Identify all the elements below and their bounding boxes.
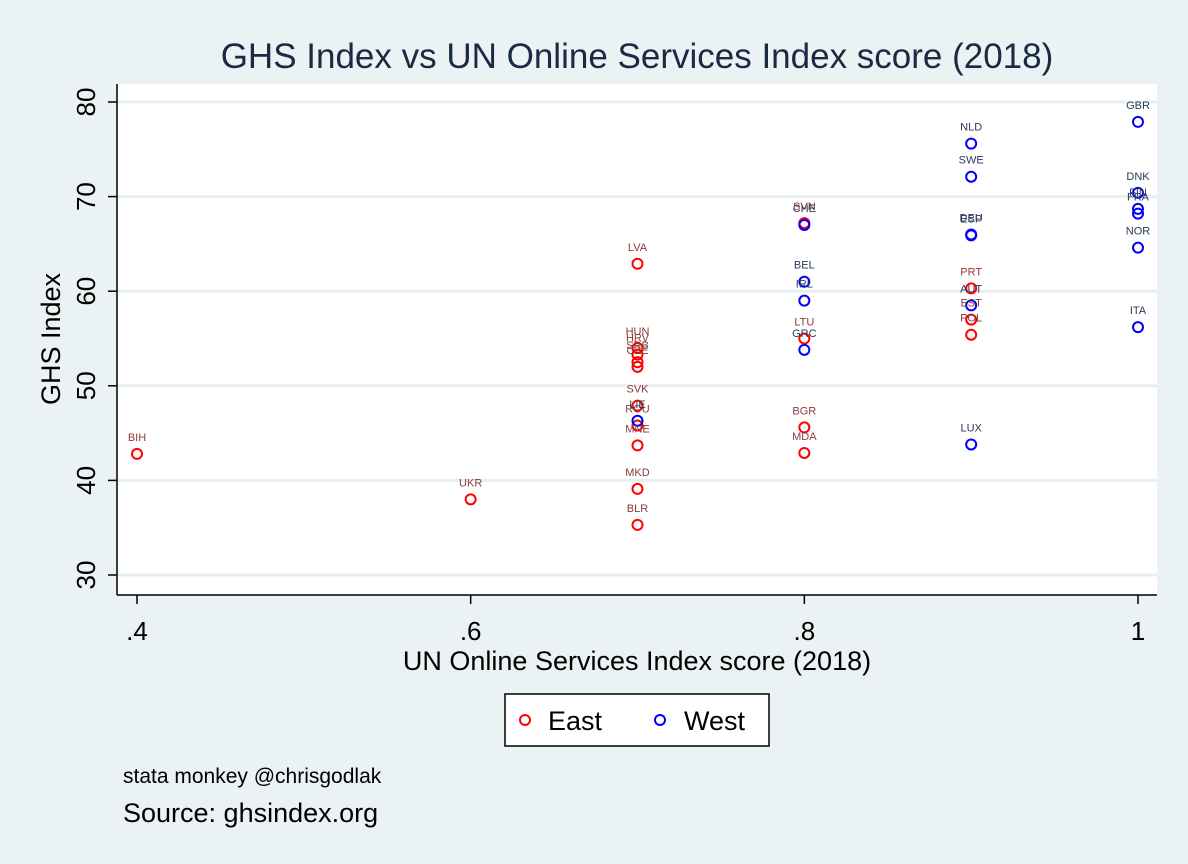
point-grc <box>798 343 811 356</box>
point-label-ukr: UKR <box>459 477 482 489</box>
legend: East West <box>504 693 770 747</box>
y-tick-label-80: 80 <box>71 88 101 117</box>
point-bel <box>798 275 811 288</box>
point-label-est: EST <box>960 298 982 310</box>
x-tick-label-1: .6 <box>460 616 482 646</box>
point-esp <box>965 229 978 242</box>
point-label-swe: SWE <box>959 155 984 167</box>
y-tick-label-50: 50 <box>71 371 101 400</box>
point-gbr <box>1132 115 1144 128</box>
point-label-blr: BLR <box>627 503 648 515</box>
point-label-bih: BIH <box>128 432 146 444</box>
point-label-mne: MNE <box>625 423 649 435</box>
y-tick-label-70: 70 <box>71 182 101 211</box>
point-bih <box>131 447 143 460</box>
point-nld <box>965 137 978 150</box>
point-fin <box>1132 202 1144 215</box>
point-nor <box>1132 241 1144 254</box>
legend-box <box>504 693 770 747</box>
x-tick-label-0: .4 <box>126 616 148 646</box>
point-label-hun: HUN <box>626 326 650 338</box>
point-label-fra: FRA <box>1127 192 1150 204</box>
point-hun <box>631 341 644 354</box>
y-tick-label-40: 40 <box>71 466 101 495</box>
legend-marker-west <box>654 714 666 726</box>
point-cze <box>631 360 644 373</box>
point-label-irl: IRL <box>796 279 813 291</box>
point-mne <box>631 439 644 452</box>
point-che <box>798 218 811 231</box>
point-hrv <box>631 348 644 361</box>
point-label-prt: PRT <box>960 266 982 278</box>
point-rou <box>631 419 644 432</box>
y-tick-label-30: 30 <box>71 561 101 590</box>
x-axis-ticks: .4 .6 .8 1 <box>126 595 1145 646</box>
point-est <box>965 313 978 326</box>
source-note: Source: ghsindex.org <box>123 798 378 828</box>
point-lva <box>631 257 644 270</box>
point-label-ltu: LTU <box>794 317 814 329</box>
point-label-lux: LUX <box>960 422 982 434</box>
point-aut <box>965 299 978 312</box>
data-points <box>131 115 1144 531</box>
point-lie <box>631 414 644 427</box>
point-label-che: CHE <box>793 203 816 215</box>
x-axis-title: UN Online Services Index score (2018) <box>403 646 871 676</box>
point-label-deu: DEU <box>960 212 983 224</box>
point-lux <box>965 438 978 451</box>
chart-title: GHS Index vs UN Online Services Index sc… <box>221 37 1054 76</box>
point-label-hrv: HRV <box>626 333 650 345</box>
point-mkd <box>631 482 644 495</box>
legend-marker-east <box>519 714 531 726</box>
point-label-grc: GRC <box>792 328 817 340</box>
point-label-mda: MDA <box>792 431 817 443</box>
point-ltu <box>798 332 811 345</box>
point-label-nld: NLD <box>960 122 982 134</box>
point-label-nor: NOR <box>1126 226 1151 238</box>
point-label-srb: SRB <box>626 340 649 352</box>
point-label-esp: ESP <box>960 213 982 225</box>
point-label-svn: SVN <box>793 201 816 213</box>
point-blr <box>631 518 644 531</box>
point-label-lva: LVA <box>628 242 648 254</box>
point-ita <box>1132 321 1144 334</box>
point-label-cze: CZE <box>627 345 649 357</box>
y-tick-label-60: 60 <box>71 277 101 306</box>
legend-label-west: West <box>684 706 746 736</box>
point-label-mkd: MKD <box>625 467 650 479</box>
point-svk <box>631 399 644 412</box>
credit-note: stata monkey @chrisgodlak <box>123 765 382 788</box>
point-label-gbr: GBR <box>1126 100 1150 112</box>
point-label-fin: FIN <box>1129 187 1147 199</box>
point-irl <box>798 294 811 307</box>
grid-lines <box>117 100 1157 577</box>
point-label-rou: ROU <box>625 404 650 416</box>
x-tick-label-2: .8 <box>793 616 815 646</box>
point-srb <box>631 356 644 369</box>
point-label-dnk: DNK <box>1126 171 1150 183</box>
point-label-pol: POL <box>960 313 982 325</box>
point-prt <box>965 282 978 295</box>
point-label-aut: AUT <box>960 283 982 295</box>
point-ukr <box>464 493 477 506</box>
point-label-bgr: BGR <box>792 405 816 417</box>
point-swe <box>965 170 978 183</box>
point-pol <box>965 328 978 341</box>
plot-area <box>117 84 1157 595</box>
point-label-svk: SVK <box>626 384 649 396</box>
x-tick-label-3: 1 <box>1131 616 1145 646</box>
point-label-ita: ITA <box>1130 305 1147 317</box>
legend-label-east: East <box>548 706 603 736</box>
y-axis-title: GHS Index <box>36 272 66 405</box>
point-label-lie: LIE <box>629 399 646 411</box>
point-label-bel: BEL <box>794 260 815 272</box>
point-dnk <box>1132 186 1144 199</box>
y-axis-ticks: 30 40 50 60 70 80 <box>71 88 117 590</box>
point-fra <box>1132 207 1144 220</box>
point-mda <box>798 446 811 459</box>
point-bgr <box>798 421 811 434</box>
